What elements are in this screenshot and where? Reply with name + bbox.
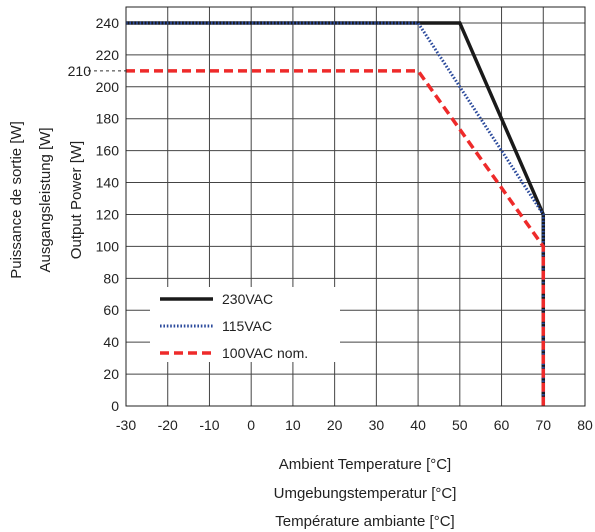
x-tick-label: 0: [247, 417, 255, 433]
y-tick-label: 0: [111, 398, 119, 414]
legend-label-2: 100VAC nom.: [222, 345, 308, 361]
x-tick-label: -20: [158, 417, 178, 433]
x-tick-label: 50: [452, 417, 468, 433]
y-axis-label-en: Output Power [W]: [68, 141, 85, 259]
x-axis-label-en: Ambient Temperature [°C]: [279, 456, 451, 473]
y-tick-label: 60: [103, 302, 119, 318]
y-tick-label: 80: [103, 270, 119, 286]
y-tick-label: 140: [96, 175, 120, 191]
x-tick-label: -30: [116, 417, 136, 433]
legend-label-0: 230VAC: [222, 291, 273, 307]
y-tick-label: 160: [96, 143, 120, 159]
x-tick-label: 10: [285, 417, 301, 433]
y-tick-label: 200: [96, 79, 120, 95]
y-axis-label-fr: Puissance de sortie [W]: [8, 121, 25, 279]
y-axis-label-de: Ausgangsleistung [W]: [37, 127, 54, 272]
series-line-1: [126, 21, 545, 406]
y-tick-label: 220: [96, 47, 120, 63]
y-tick-label: 180: [96, 111, 120, 127]
x-tick-label: 30: [369, 417, 385, 433]
x-tick-label: 70: [535, 417, 551, 433]
y-tick-label: 100: [96, 238, 120, 254]
y-tick-labels: 0 20 40 60 80 100 120 140 160 180 200 220 240: [96, 15, 120, 414]
x-tick-label: 40: [410, 417, 426, 433]
y-tick-label: 20: [103, 366, 119, 382]
x-tick-label: 80: [577, 417, 593, 433]
x-tick-label: 60: [494, 417, 510, 433]
series-line-2: [126, 69, 546, 406]
x-tick-label: 20: [327, 417, 343, 433]
annotation-210-label: 210: [68, 63, 92, 79]
series-group: [126, 21, 546, 406]
x-axis-label-fr: Température ambiante [°C]: [275, 513, 454, 530]
x-axis-label-de: Umgebungstemperatur [°C]: [274, 485, 457, 502]
plot-frame: [125, 6, 586, 407]
y-tick-label: 120: [96, 206, 120, 222]
legend: 230VAC 115VAC 100VAC nom.: [150, 287, 340, 362]
y-tick-label: 240: [96, 15, 120, 31]
legend-label-1: 115VAC: [222, 318, 272, 334]
x-tick-label: -10: [199, 417, 219, 433]
y-tick-label: 40: [103, 334, 119, 350]
annotation-210: 210: [68, 63, 126, 79]
x-tick-labels: -30 -20 -10 0 10 20 30 40 50 60 70 80: [116, 417, 593, 433]
